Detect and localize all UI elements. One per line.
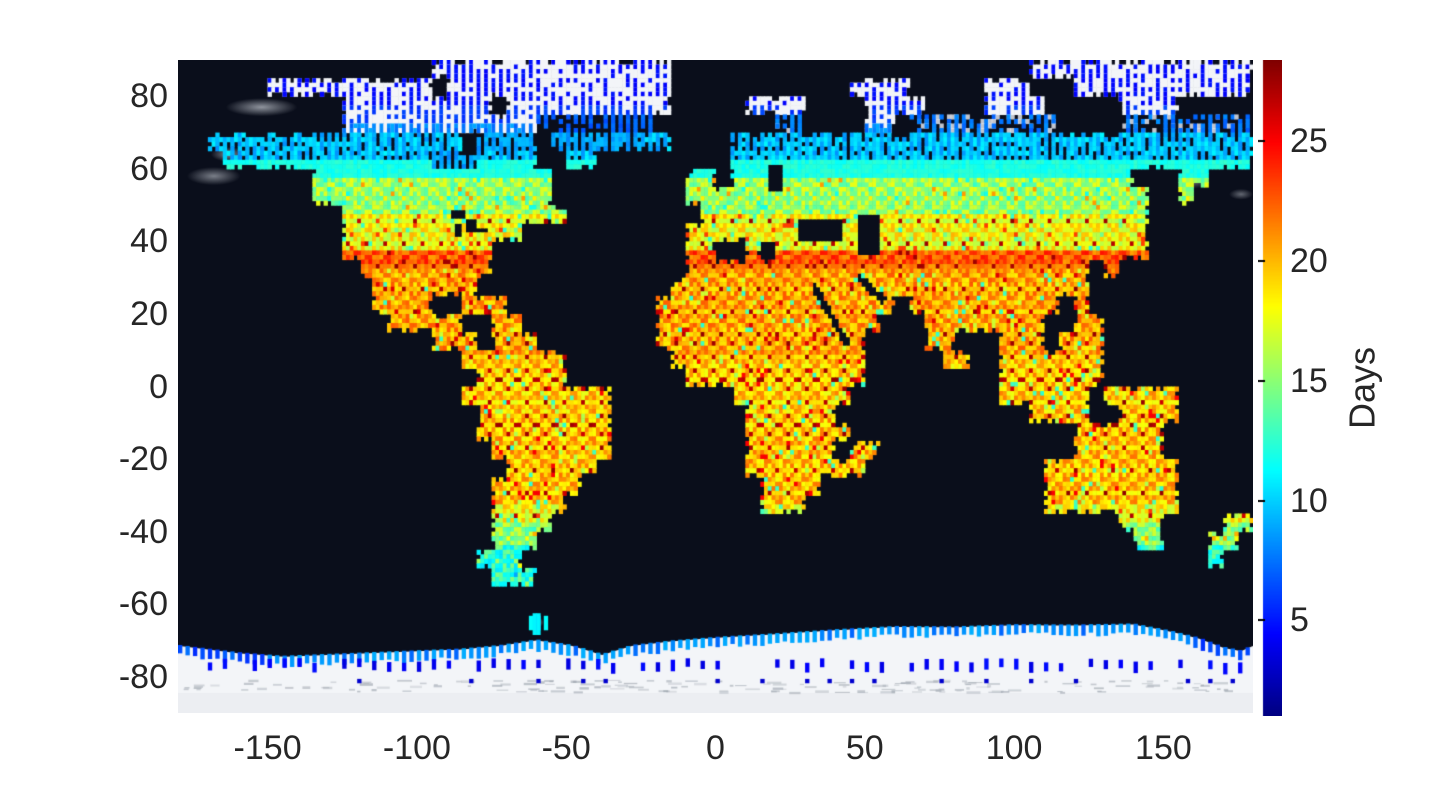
y-tick-label: -40 (118, 512, 168, 551)
colorbar-canvas (1258, 60, 1282, 716)
y-tick-label: -20 (118, 440, 168, 479)
x-tick-label: 50 (845, 729, 884, 767)
y-tick-label: 0 (149, 367, 168, 406)
y-tick-label: 80 (130, 77, 168, 116)
x-tick-label: 100 (985, 729, 1043, 767)
y-tick-label: -80 (118, 657, 168, 696)
colorbar-tick-label: 10 (1290, 481, 1328, 520)
x-tick-label: -50 (541, 729, 591, 767)
colorbar-tick-label: 5 (1290, 601, 1309, 640)
y-tick-label: 60 (130, 149, 168, 188)
y-tick-label: 40 (130, 222, 168, 261)
y-tick-label: -60 (118, 585, 168, 624)
colorbar-tick-label: 20 (1290, 242, 1328, 281)
colorbar-tick-label: 25 (1290, 122, 1328, 161)
colorbar-axis-label: Days (1341, 346, 1383, 430)
x-tick-label: -100 (382, 729, 451, 767)
x-tick-label: -150 (233, 729, 302, 767)
y-tick-label: 20 (130, 294, 168, 333)
x-tick-label: 0 (706, 729, 725, 767)
world-heatmap-canvas (178, 60, 1253, 713)
colorbar-tick-label: 15 (1290, 361, 1328, 400)
x-tick-label: 150 (1135, 729, 1192, 767)
